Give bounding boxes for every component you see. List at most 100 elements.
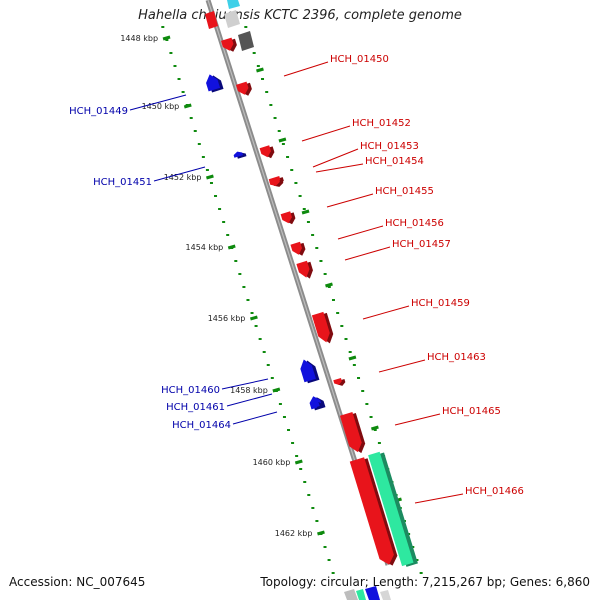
gene-label-leader [312,148,359,168]
right-track-mark [325,282,333,288]
gene-label-leader [283,61,329,77]
track-dot [252,52,256,54]
ruler-tick-label: 1454 kbp [186,243,224,252]
gene-block-face [220,37,234,51]
track-dot [291,442,295,444]
ruler-tick-mark [317,530,325,536]
right-track-mark [370,425,379,431]
track-dot [302,208,306,210]
gene-forward [333,377,346,386]
ruler-tick-mark [272,387,281,393]
gene-block-face [313,401,320,408]
gene-forward [339,411,366,454]
gene-label-leader [315,163,364,173]
gene-reverse [206,74,224,93]
gene-label-forward: HCH_01454 [365,156,424,167]
track-dot [327,286,331,288]
track-dot [290,169,294,171]
gene-label-forward: HCH_01452 [352,118,411,129]
track-dot [205,169,209,171]
gene-block-face [280,211,292,224]
ruler-tick-label: 1462 kbp [275,529,313,538]
track-dot [197,143,201,145]
track-dot [348,351,352,353]
genome-summary-text: Topology: circular; Length: 7,215,267 bp… [260,575,590,589]
gene-label-reverse: HCH_01461 [166,402,225,413]
accession-text: Accession: NC_007645 [9,575,146,589]
gene-partial-grey [238,31,254,51]
gene-forward [311,311,334,344]
gene-forward [259,145,275,159]
gene-forward [280,211,296,225]
gene-label-leader [221,378,269,390]
track-dot [336,312,340,314]
ruler-tick-mark [206,174,214,180]
gene-block-face [300,359,316,383]
track-dot [234,260,238,262]
track-dot [177,78,181,80]
track-dot [331,299,335,301]
track-dot [218,208,222,210]
gene-partial [220,37,237,52]
track-dot [287,429,291,431]
track-dot [189,117,193,119]
ruler-tick-mark [294,459,303,465]
track-dot [373,429,377,431]
track-dot [311,234,315,236]
track-dot [361,390,365,392]
gene-reverse [300,359,320,384]
right-track-mark [256,67,264,73]
track-dot [299,468,303,470]
gene-label-forward: HCH_01457 [392,239,451,250]
ruler-tick-mark [227,244,236,250]
ruler-tick-label: 1448 kbp [120,34,158,43]
track-dot [306,221,310,223]
gene-label-leader [326,193,374,208]
gene-forward [290,241,306,256]
track-dot [303,481,307,483]
track-dot [261,78,265,80]
gene-partial-green [356,589,366,600]
gene-block-face [269,178,280,186]
track-dot [323,546,327,548]
track-dot [307,494,311,496]
track-dot [246,299,250,301]
gene-forward [349,457,398,566]
track-dot [315,247,319,249]
track-dot [173,65,177,67]
gene-label-leader [362,305,410,320]
bottom-partial-genes [344,586,391,600]
gene-label-leader [337,225,384,240]
track-dot [352,364,356,366]
track-dot [377,442,381,444]
gene-block-face [235,81,249,95]
track-dot [357,377,361,379]
gene-label-forward: HCH_01456 [385,218,444,229]
track-dot [181,91,185,93]
track-dot [258,338,262,340]
gene-partial-light [224,10,240,28]
gene-partial [205,11,218,29]
track-dot [315,520,319,522]
gene-label-leader [394,413,441,426]
ruler-tick-label: 1458 kbp [230,386,268,395]
track-dot [278,403,282,405]
gene-block-face [233,151,244,158]
gene-label-leader [344,246,391,261]
gene-partial-cyan [227,0,240,9]
right-track-mark [301,209,310,215]
track-dot [201,156,205,158]
track-dot [244,26,248,28]
gene-label-forward: HCH_01465 [442,406,501,417]
track-dot [161,26,165,28]
track-dot [165,39,169,41]
ruler-tick-mark [249,315,258,321]
track-dot [193,130,197,132]
track-dot [169,52,173,54]
gene-label-reverse: HCH_01464 [172,420,231,431]
gene-block-face [349,457,394,565]
genome-title: Hahella chejuensis KCTC 2396, complete g… [138,8,462,23]
gene-partial-blue [365,586,380,600]
